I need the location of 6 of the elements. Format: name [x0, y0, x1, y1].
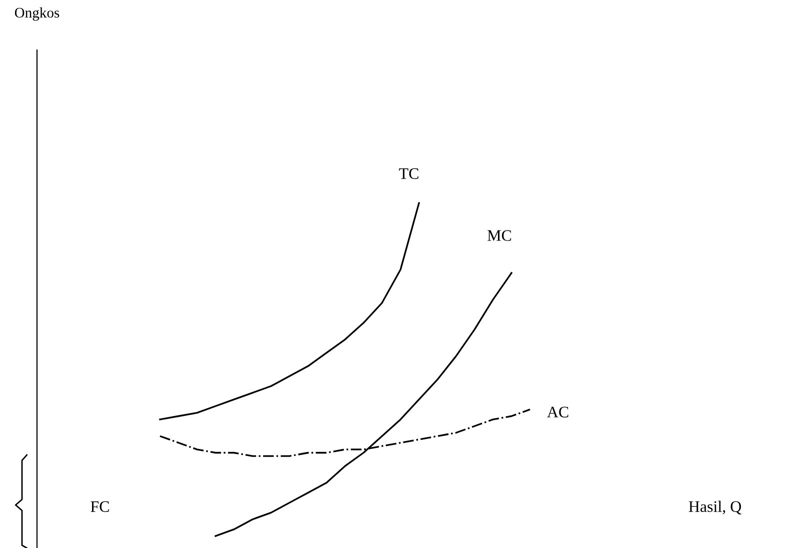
text: MC — [488, 230, 512, 241]
text: Hasil, Q — [688, 500, 742, 514]
series-label: AC — [547, 406, 568, 418]
text: FC — [90, 501, 109, 512]
series-label: TC — [399, 168, 418, 179]
text: Ongkos — [14, 7, 60, 21]
